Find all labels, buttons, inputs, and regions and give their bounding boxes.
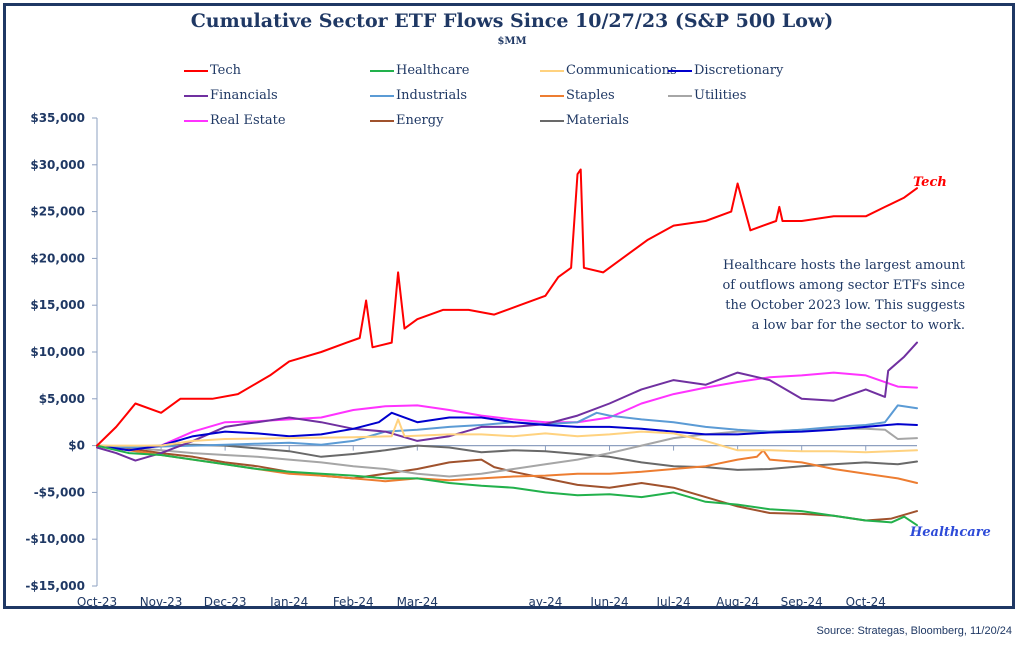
x-tick-label: Sep-24 bbox=[781, 595, 823, 609]
legend-label: Energy bbox=[396, 113, 444, 128]
legend-item-communications: Communications bbox=[540, 63, 677, 78]
legend-item-utilities: Utilities bbox=[668, 88, 746, 103]
x-tick-label: Feb-24 bbox=[333, 595, 374, 609]
chart-subtitle: $MM bbox=[497, 36, 527, 47]
legend-swatch bbox=[184, 69, 208, 72]
legend-swatch bbox=[370, 94, 394, 97]
series-line-energy bbox=[96, 444, 918, 522]
y-tick-label: -$10,000 bbox=[25, 532, 85, 546]
series-line-communications bbox=[96, 418, 918, 454]
series-line-real-estate bbox=[96, 371, 918, 452]
chart-title: Cumulative Sector ETF Flows Since 10/27/… bbox=[190, 10, 834, 32]
healthcare-end-label: Healthcare bbox=[910, 525, 991, 540]
series-lines bbox=[96, 168, 918, 527]
legend-swatch bbox=[540, 69, 564, 72]
legend-item-energy: Energy bbox=[370, 113, 443, 128]
legend-label: Financials bbox=[210, 88, 278, 103]
x-tick-label: Aug-24 bbox=[716, 595, 759, 609]
x-tick-label: ay-24 bbox=[529, 595, 563, 609]
source-note: Source: Strategas, Bloomberg, 11/20/24 bbox=[816, 625, 1012, 637]
y-tick-label: $20,000 bbox=[30, 251, 85, 265]
legend-item-tech: Tech bbox=[184, 63, 241, 78]
annotation-line: Healthcare hosts the largest amount bbox=[723, 258, 965, 273]
legend-item-healthcare: Healthcare bbox=[370, 63, 469, 78]
legend-item-materials: Materials bbox=[540, 113, 629, 128]
legend-swatch bbox=[184, 119, 208, 122]
legend-swatch bbox=[540, 119, 564, 122]
x-tick-label: Nov-23 bbox=[140, 595, 183, 609]
legend-item-discretionary: Discretionary bbox=[668, 63, 783, 78]
legend-item-industrials: Industrials bbox=[370, 88, 467, 103]
annotation-line: a low bar for the sector to work. bbox=[751, 318, 965, 333]
annotation-line: the October 2023 low. This suggests bbox=[725, 298, 965, 313]
y-tick-label: $35,000 bbox=[30, 111, 85, 125]
series-line-discretionary bbox=[96, 411, 918, 452]
x-tick-label: Jan-24 bbox=[269, 595, 308, 609]
legend-item-real-estate: Real Estate bbox=[184, 113, 286, 128]
y-tick-label: -$5,000 bbox=[34, 485, 85, 499]
legend-label: Materials bbox=[566, 113, 629, 128]
legend-swatch bbox=[668, 69, 692, 72]
legend-label: Healthcare bbox=[396, 63, 470, 78]
y-tick-label: $25,000 bbox=[30, 205, 85, 219]
y-tick-label: $15,000 bbox=[30, 298, 85, 312]
x-tick-label: Oct-23 bbox=[77, 595, 117, 609]
legend-item-financials: Financials bbox=[184, 88, 278, 103]
x-tick-label: Oct-24 bbox=[846, 595, 886, 609]
legend-swatch bbox=[184, 94, 208, 97]
series-line-tech bbox=[96, 168, 918, 447]
legend-swatch bbox=[370, 119, 394, 122]
legend-label: Real Estate bbox=[210, 113, 286, 128]
legend-label: Utilities bbox=[694, 88, 747, 103]
series-line-financials bbox=[96, 341, 918, 462]
annotation-text: Healthcare hosts the largest amount of o… bbox=[660, 256, 965, 336]
y-tick-label: $10,000 bbox=[30, 345, 85, 359]
series-line-healthcare bbox=[96, 444, 918, 527]
tech-end-label: Tech bbox=[913, 175, 947, 190]
x-tick-label: Dec-23 bbox=[204, 595, 247, 609]
legend-swatch bbox=[540, 94, 564, 97]
legend-swatch bbox=[668, 94, 692, 97]
legend-label: Communications bbox=[566, 63, 677, 78]
legend-item-staples: Staples bbox=[540, 88, 615, 103]
x-tick-label: Jun-24 bbox=[589, 595, 628, 609]
axes: $35,000 $30,000 $25,000 $20,000 $15,000 $10,0… bbox=[25, 111, 917, 609]
y-tick-label: -$15,000 bbox=[25, 579, 85, 593]
legend-label: Discretionary bbox=[694, 63, 784, 78]
series-line-materials bbox=[96, 443, 918, 471]
annotation-line: of outflows among sector ETFs since bbox=[722, 278, 965, 293]
legend-swatch bbox=[370, 69, 394, 72]
legend-label: Tech bbox=[210, 63, 242, 78]
x-tick-label: Mar-24 bbox=[397, 595, 438, 609]
y-tick-label: $5,000 bbox=[39, 392, 85, 406]
chart-frame bbox=[3, 3, 1015, 609]
legend-label: Industrials bbox=[396, 88, 468, 103]
y-tick-label: $0 bbox=[68, 439, 85, 453]
legend-label: Staples bbox=[566, 88, 615, 103]
y-tick-label: $30,000 bbox=[30, 158, 85, 172]
x-tick-label: Jul-24 bbox=[656, 595, 691, 609]
